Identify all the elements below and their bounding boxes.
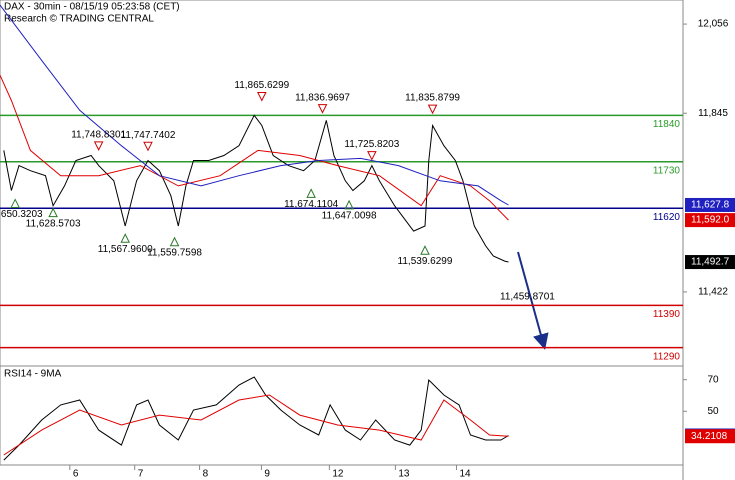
level-label: 11390 xyxy=(653,309,681,320)
pivot-label: 11,628.5703 xyxy=(26,218,81,229)
plot-frame xyxy=(0,0,684,466)
pivot-marker xyxy=(48,207,58,218)
pivot-marker xyxy=(169,236,180,247)
series-line xyxy=(3,376,509,461)
pivot-label: 11,539.6299 xyxy=(398,256,453,267)
pivot-label: 11,650.3203 xyxy=(0,209,43,220)
x-tick-label: 8 xyxy=(203,469,209,480)
series-line xyxy=(3,114,509,263)
pivot-label: 11,647.0098 xyxy=(322,210,377,221)
x-tick-label: 13 xyxy=(398,469,410,480)
pivot-marker xyxy=(143,141,153,152)
level-label: 11290 xyxy=(653,351,681,362)
pivot-marker xyxy=(93,141,104,151)
x-tick-label: 14 xyxy=(459,469,471,480)
pivot-marker xyxy=(427,104,438,115)
value-tag-label: 11,592.0 xyxy=(691,215,730,226)
value-tag-label: 11,627.8 xyxy=(691,200,730,211)
x-tick-label: 9 xyxy=(264,469,270,480)
pivot-marker xyxy=(306,188,316,198)
chart-title: DAX - 30min - 08/15/19 05:23:58 (CET) xyxy=(4,2,180,13)
y-tick-label: 11,422 xyxy=(698,287,728,298)
pivot-marker xyxy=(344,199,354,210)
value-tag-label: 34.2108 xyxy=(691,431,728,442)
y-tick-label: 70 xyxy=(707,374,719,385)
x-tick-label: 12 xyxy=(332,469,344,480)
pivot-label: 11,747.7402 xyxy=(121,130,176,141)
pivot-marker xyxy=(367,151,377,161)
y-tick-label: 12,056 xyxy=(698,19,729,30)
y-tick-label: 50 xyxy=(707,406,719,417)
value-tag xyxy=(685,197,735,212)
value-tag-label: 11,492.7 xyxy=(691,257,730,268)
pivot-label: 11,559.7598 xyxy=(147,247,202,258)
pivot-marker xyxy=(120,233,131,243)
target-label: 11,459.8701 xyxy=(500,292,555,303)
pivot-label: 11,748.8301 xyxy=(71,129,126,140)
pivot-marker xyxy=(10,198,20,208)
value-tag xyxy=(685,213,735,228)
pivot-marker xyxy=(317,104,328,114)
rsi-title: RSI14 - 9MA xyxy=(4,369,62,380)
level-label: 11840 xyxy=(653,119,681,130)
level-label: 11730 xyxy=(653,165,681,176)
pivot-label: 11,865.6299 xyxy=(234,80,289,91)
y-tick-label: 11,845 xyxy=(698,108,728,119)
pivot-marker xyxy=(257,92,267,102)
series-line xyxy=(0,74,509,221)
series-line xyxy=(3,394,509,456)
x-tick-label: 6 xyxy=(73,469,79,480)
chart-subtitle: Research © TRADING CENTRAL xyxy=(4,14,154,25)
level-label: 11620 xyxy=(653,212,681,223)
value-tag xyxy=(685,429,735,444)
series-line xyxy=(0,4,509,206)
pivot-label: 11,725.8203 xyxy=(344,139,399,150)
x-tick-label: 7 xyxy=(138,469,144,480)
pivot-label: 11,836.9697 xyxy=(295,92,350,103)
projection-arrow xyxy=(517,251,549,350)
pivot-label: 11,835.8799 xyxy=(405,93,460,104)
pivot-label: 11,567.9600 xyxy=(98,244,153,255)
pivot-label: 11,674.1104 xyxy=(284,199,339,210)
pivot-marker xyxy=(420,245,430,255)
value-tag xyxy=(685,255,735,270)
